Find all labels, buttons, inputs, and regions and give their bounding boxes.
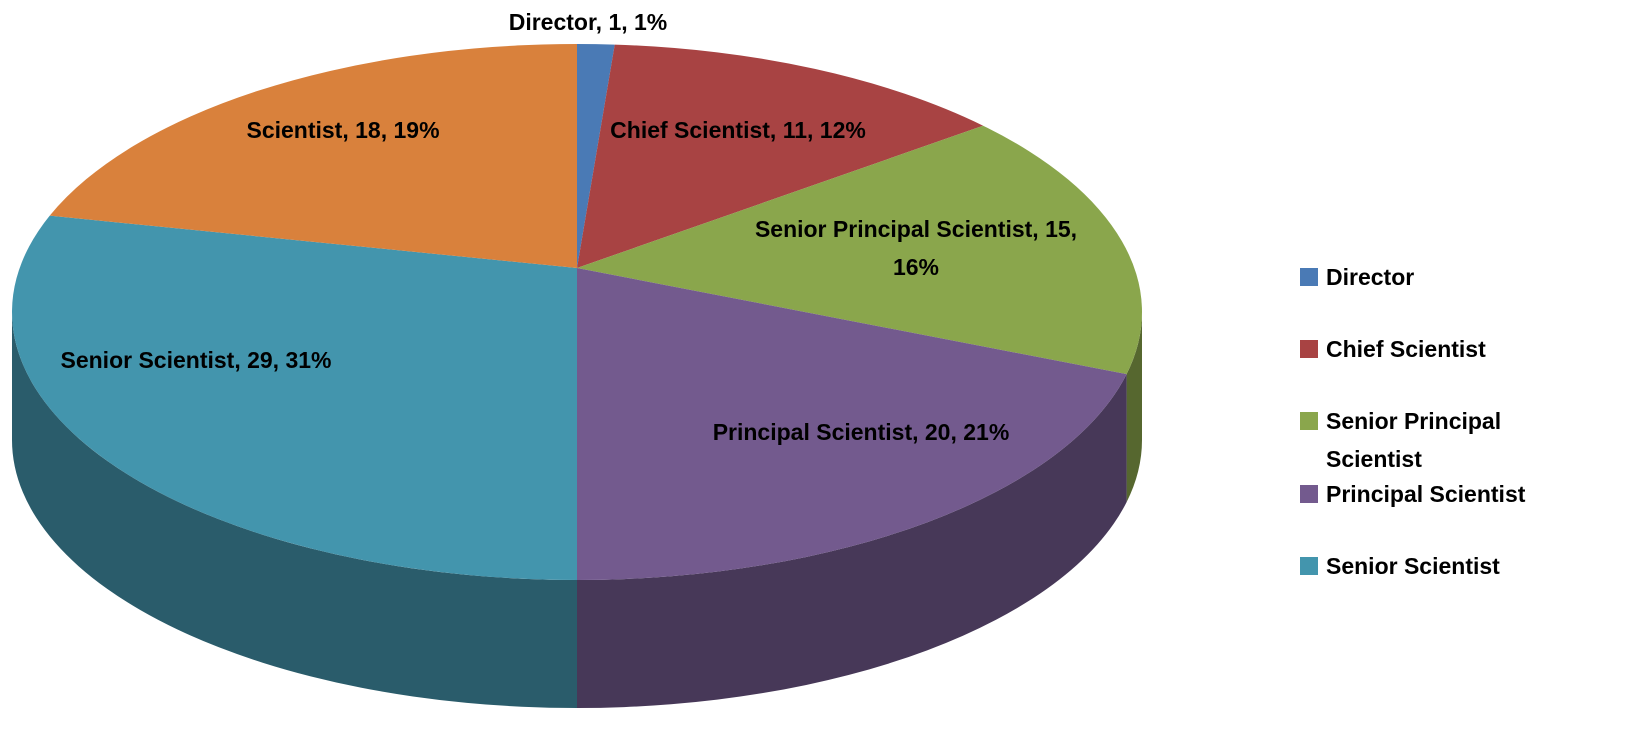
legend-item: Principal Scientist [1300, 475, 1566, 513]
legend-swatch [1300, 485, 1318, 503]
legend-label: Director [1326, 264, 1415, 290]
legend-label: Principal Scientist [1326, 481, 1526, 507]
legend-item: Director [1300, 258, 1566, 296]
data-label: Principal Scientist, 20, 21% [712, 419, 1010, 445]
data-label: Senior Principal Scientist, 15, 16% [754, 216, 1078, 280]
legend-item: Senior Principal Scientist [1300, 402, 1566, 478]
legend-item: Chief Scientist [1300, 330, 1566, 368]
pie-slice [11, 215, 577, 580]
legend-swatch [1300, 412, 1318, 430]
pie-side [1126, 312, 1142, 503]
data-label: Senior Scientist, 29, 31% [60, 347, 332, 373]
legend-item: Senior Scientist [1300, 547, 1566, 585]
pie-side [577, 374, 1127, 708]
legend-label: Senior Principal Scientist [1326, 408, 1502, 472]
pie-slice [49, 44, 578, 268]
pie-side [12, 312, 577, 708]
data-label: Chief Scientist, 11, 12% [610, 117, 866, 143]
legend-label: Senior Scientist [1326, 553, 1500, 579]
pie-slice [577, 125, 1143, 375]
data-label: Director, 1, 1% [508, 9, 668, 35]
legend-swatch [1300, 557, 1318, 575]
legend-swatch [1300, 340, 1318, 358]
data-label: Scientist, 18, 19% [246, 117, 440, 143]
pie-slice [577, 268, 1127, 580]
legend-label: Chief Scientist [1326, 336, 1486, 362]
pie-slice [577, 44, 615, 268]
legend-swatch [1300, 268, 1318, 286]
pie-slice [577, 44, 984, 268]
